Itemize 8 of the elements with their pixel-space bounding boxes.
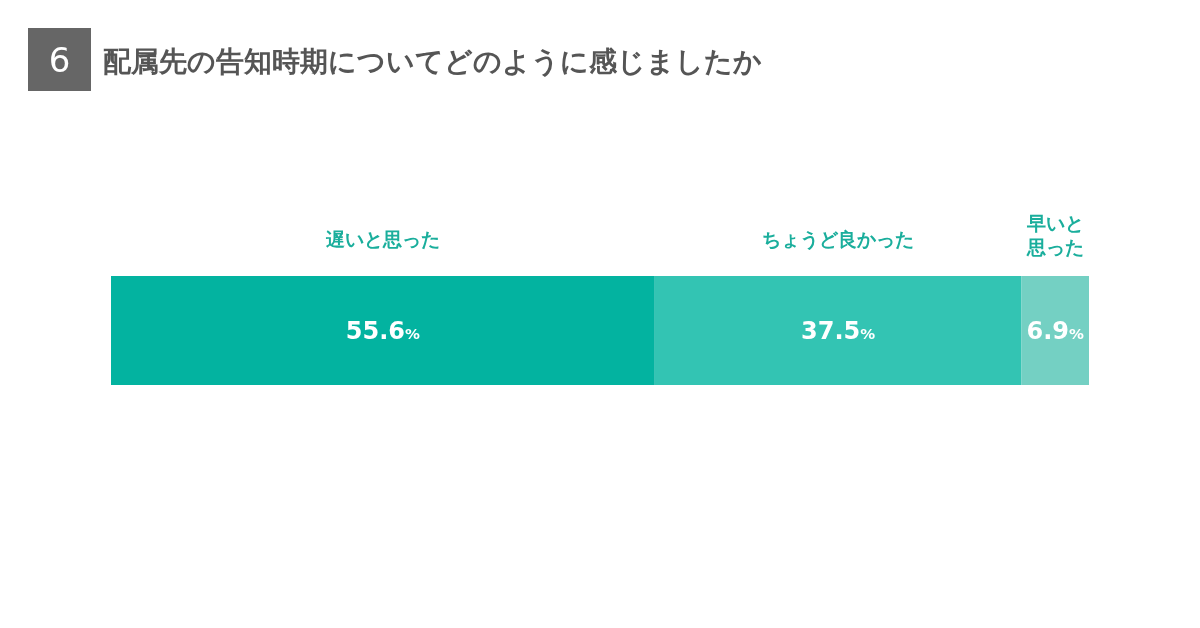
data-label: 37.5%	[801, 316, 876, 345]
text: 6	[48, 40, 71, 80]
series-label: 遅いと思った	[324, 228, 440, 250]
data-label: 55.6%	[345, 316, 421, 345]
data-label: 6.9%	[1026, 316, 1085, 345]
series-label: ちょうど良かった	[762, 228, 915, 251]
chart-title: 配属先の告知時期についてどのように感じましたか	[103, 45, 762, 78]
series-label: 早いと思った	[1025, 212, 1084, 258]
